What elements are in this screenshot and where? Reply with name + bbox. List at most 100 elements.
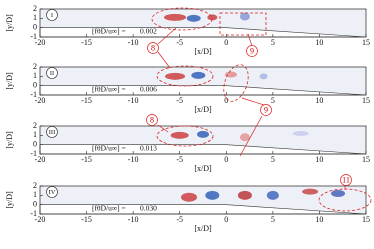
highlight — [151, 7, 213, 31]
flow-structure — [191, 71, 206, 79]
flow-structure — [197, 130, 209, 138]
callout-label: 8 — [150, 115, 154, 124]
panel-label-circle — [46, 9, 58, 21]
x-tick-label: -10 — [128, 215, 139, 224]
x-axis-label: [x/D] — [194, 105, 212, 114]
highlight — [223, 64, 249, 102]
y-tick-label: -1 — [30, 90, 37, 99]
annotation-label: [fθD/u∞] = — [92, 204, 126, 213]
x-tick-label: 0 — [224, 155, 228, 164]
flow-structure — [164, 13, 187, 21]
panel-frame — [39, 66, 367, 96]
annotation-label: [fθD/u∞] = — [92, 27, 126, 36]
panel-label-circle — [46, 126, 58, 138]
annotation-value: 0.006 — [140, 85, 157, 94]
x-tick-label: -20 — [35, 96, 46, 105]
callout-label: 9 — [250, 46, 254, 55]
flow-structure — [239, 12, 250, 21]
callout-circle — [246, 45, 258, 57]
x-axis-label: [x/D] — [194, 47, 212, 56]
y-tick-label: 1 — [33, 71, 37, 80]
panel-label: III — [49, 129, 56, 136]
flow-structure — [331, 189, 346, 197]
x-tick-label: -20 — [35, 38, 46, 47]
y-tick-label: -1 — [30, 209, 37, 218]
panel-frame — [39, 125, 367, 155]
x-tick-label: 5 — [271, 215, 275, 224]
connector — [157, 51, 171, 69]
x-tick-label: 5 — [271, 38, 275, 47]
y-tick-label: 2 — [33, 62, 37, 71]
annotation-value: 0.013 — [140, 144, 157, 153]
y-tick-label: -1 — [30, 149, 37, 158]
callout-label: 8 — [151, 43, 155, 52]
x-tick-label: -10 — [128, 96, 139, 105]
x-tick-label: -20 — [35, 155, 46, 164]
y-tick-label: 2 — [33, 4, 37, 13]
annotation-value: 0.002 — [140, 27, 157, 36]
x-tick-label: 10 — [315, 215, 323, 224]
y-axis-label: [y/D] — [5, 14, 14, 32]
y-tick-label: 2 — [33, 121, 37, 130]
flow-structure — [181, 192, 198, 202]
x-tick-label: -15 — [81, 96, 92, 105]
flow-structure — [302, 188, 319, 195]
panel-label: IV — [49, 189, 56, 196]
connector — [247, 33, 253, 47]
x-tick-label: 0 — [224, 96, 228, 105]
flow-structure — [207, 14, 218, 21]
x-tick-label: -15 — [81, 38, 92, 47]
panel: 210-1-20 -15 -10 -5 0 5 10 15[x/D][y/D] IV[fθD/u… — [5, 181, 370, 233]
y-tick-label: 2 — [33, 181, 37, 190]
panel-label-circle — [46, 67, 58, 79]
flow-structure — [170, 131, 189, 139]
panel: 210-1-20 -15 -10 -5 0 5 10 15[x/D][y/D] II[fθD/u… — [5, 62, 370, 114]
x-tick-label: -5 — [176, 38, 183, 47]
annotation-value: 0.030 — [140, 204, 157, 213]
connector — [157, 124, 169, 133]
highlight — [219, 12, 267, 36]
connector — [239, 115, 263, 157]
x-axis-label: [x/D] — [194, 164, 212, 173]
flow-structure — [266, 190, 279, 200]
y-tick-label: 1 — [33, 13, 37, 22]
x-tick-label: -15 — [81, 215, 92, 224]
x-tick-label: -10 — [128, 38, 139, 47]
flow-structure — [259, 73, 268, 80]
flow-structure — [239, 133, 250, 142]
y-axis-label: [y/D] — [5, 72, 14, 90]
flow-structure — [237, 190, 252, 200]
x-tick-label: 5 — [271, 96, 275, 105]
x-tick-label: 10 — [315, 96, 323, 105]
y-tick-label: 0 — [33, 139, 37, 148]
y-tick-label: 1 — [33, 130, 37, 139]
callout-circle — [260, 104, 272, 116]
panel: 210-1-20 -15 -10 -5 0 5 10 15[x/D][y/D] I[fθD/u∞… — [5, 4, 370, 56]
x-tick-label: 10 — [315, 155, 323, 164]
flow-structure — [224, 71, 237, 78]
y-tick-label: -1 — [30, 32, 37, 41]
y-tick-label: 0 — [33, 22, 37, 31]
flow-structure — [186, 14, 201, 22]
x-tick-label: -5 — [176, 155, 183, 164]
annotation-label: [fθD/u∞] = — [92, 85, 126, 94]
x-tick-label: 0 — [224, 38, 228, 47]
x-tick-label: 10 — [315, 38, 323, 47]
x-tick-label: -20 — [35, 215, 46, 224]
y-tick-label: 1 — [33, 190, 37, 199]
callout-circle — [146, 114, 158, 126]
callout-circle — [147, 42, 159, 54]
y-tick-label: 0 — [33, 199, 37, 208]
panel-label: II — [50, 70, 54, 77]
x-tick-label: -15 — [81, 155, 92, 164]
panel-frame — [39, 8, 367, 38]
y-tick-label: 0 — [33, 80, 37, 89]
x-tick-label: 15 — [362, 155, 370, 164]
x-tick-label: -10 — [128, 155, 139, 164]
panel: 210-1-20 -15 -10 -5 0 5 10 15[x/D][y/D] III[fθD/… — [5, 121, 370, 173]
panel-label: I — [51, 12, 53, 19]
y-axis-label: [y/D] — [5, 131, 14, 149]
x-tick-label: -5 — [176, 215, 183, 224]
annotation-label: [fθD/u∞] = — [92, 144, 126, 153]
